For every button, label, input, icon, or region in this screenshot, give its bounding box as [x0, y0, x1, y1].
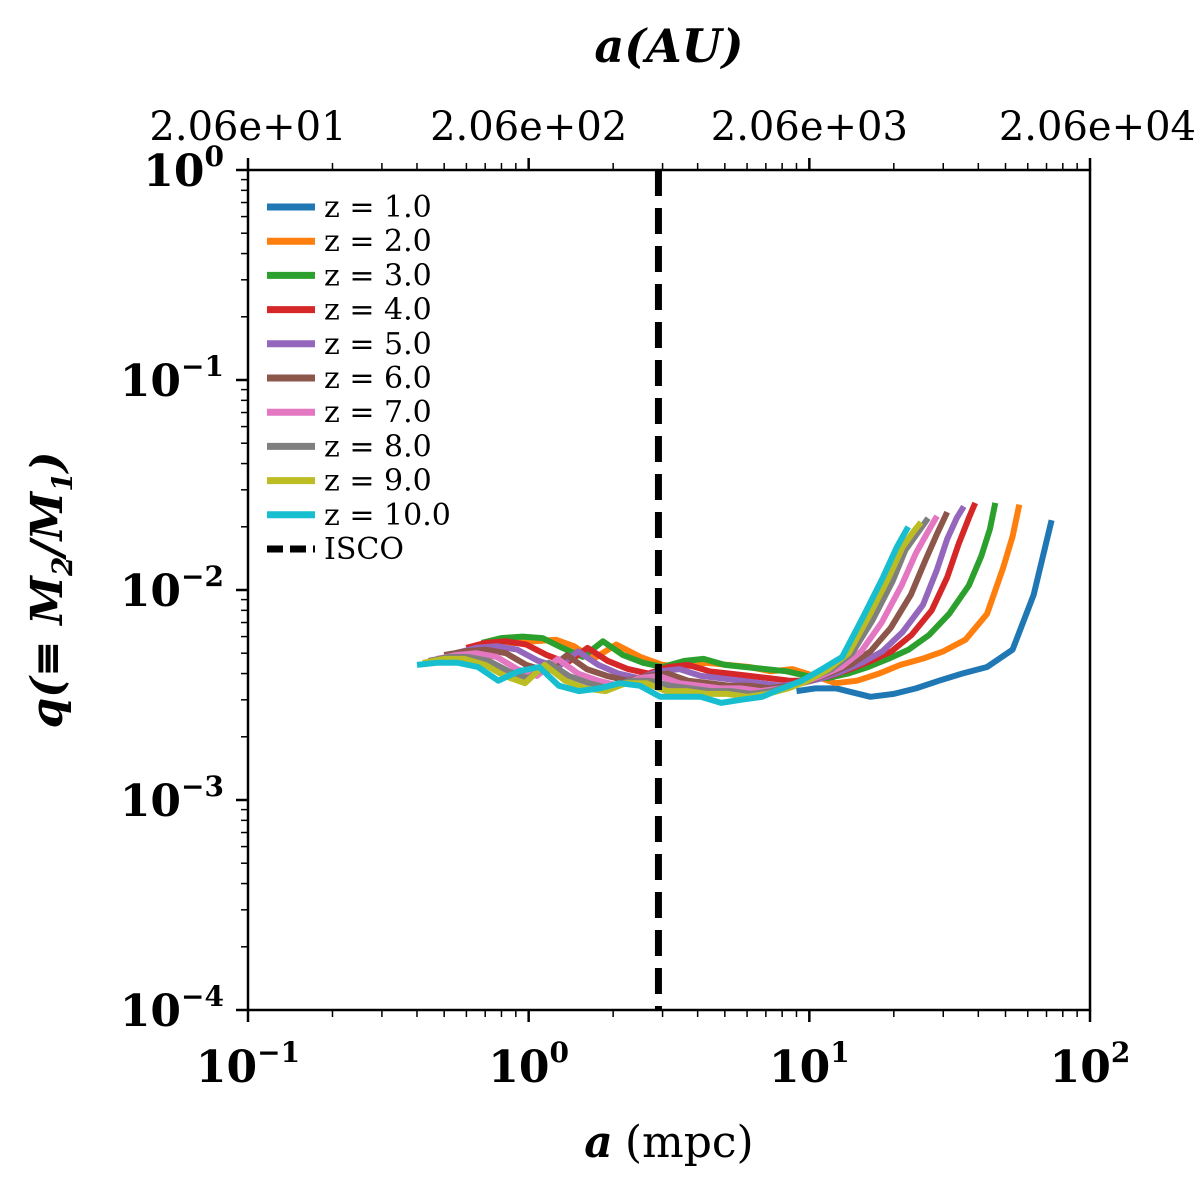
x-tick-exponent: 2 — [1111, 1036, 1130, 1069]
x-axis-var: a — [584, 1117, 613, 1168]
top-axis-var: a(AU) — [594, 19, 743, 73]
y-tick-label: 10−3 — [120, 770, 224, 827]
x-tick-base: 10 — [1050, 1042, 1111, 1093]
y-tick-exponent: −4 — [181, 980, 224, 1013]
legend-label: z = 10.0 — [324, 498, 451, 533]
series-line — [416, 525, 911, 706]
y-tick-base: 10 — [143, 146, 204, 197]
legend-label: ISCO — [324, 532, 404, 567]
y-axis-slash: / — [22, 537, 73, 561]
legend-label: z = 9.0 — [324, 464, 432, 499]
x-tick-base: 10 — [196, 1042, 257, 1093]
series-layer — [416, 501, 1055, 706]
legend-label: z = 7.0 — [324, 395, 432, 430]
x-tick-label: 101 — [769, 1036, 850, 1093]
legend-label: z = 1.0 — [324, 190, 432, 225]
legend-label: z = 4.0 — [324, 293, 432, 328]
y-tick-base: 10 — [120, 986, 181, 1037]
y-tick-base: 10 — [120, 356, 181, 407]
y-tick-base: 10 — [120, 776, 181, 827]
y-axis-m1-sub: 1 — [46, 472, 79, 491]
x-tick-exponent: −1 — [257, 1036, 300, 1069]
x-tick-label: 100 — [488, 1036, 569, 1093]
y-tick-exponent: −3 — [181, 770, 224, 803]
y-axis-title: q(≡ M2/M1) — [22, 451, 79, 728]
y-tick-label: 100 — [143, 140, 224, 197]
tick-labels: 10−1 100 101 10210−410−310−210−11002.06e+01… — [120, 104, 1196, 1093]
x-tick-exponent: 1 — [830, 1036, 849, 1069]
x-tick-label: 102 — [1050, 1036, 1131, 1093]
y-tick-label: 10−4 — [120, 980, 224, 1037]
y-tick-base: 10 — [120, 566, 181, 617]
x-tick-base: 10 — [769, 1042, 830, 1093]
x-axis-title: a (mpc) — [584, 1117, 753, 1168]
series-line — [796, 519, 1055, 700]
y-tick-exponent: 0 — [205, 140, 224, 173]
y-tick-label: 10−1 — [120, 350, 224, 407]
y-axis-m2: M — [22, 575, 73, 627]
legend-label: z = 3.0 — [324, 258, 432, 293]
legend-label: z = 5.0 — [324, 327, 432, 362]
y-axis-prefix: q(≡ — [22, 625, 73, 729]
top-axis-title: a(AU) — [594, 19, 743, 73]
y-tick-label: 10−2 — [120, 560, 224, 617]
x-axis-unit: (mpc) — [625, 1117, 754, 1168]
y-axis-m2-sub: 2 — [46, 557, 79, 577]
top-tick-label: 2.06e+01 — [149, 104, 346, 150]
ticks — [236, 158, 1092, 1022]
legend-label: z = 8.0 — [324, 429, 432, 464]
x-tick-label: 10−1 — [196, 1036, 300, 1093]
series-line — [422, 520, 924, 700]
top-tick-label: 2.06e+04 — [999, 104, 1196, 150]
x-tick-exponent: 0 — [550, 1036, 569, 1069]
legend-label: z = 2.0 — [324, 224, 432, 259]
top-tick-label: 2.06e+02 — [430, 104, 627, 150]
y-axis-suffix: ) — [22, 451, 73, 474]
legend: z = 1.0z = 2.0z = 3.0z = 4.0z = 5.0z = 6… — [267, 190, 451, 567]
y-axis-m1: M — [22, 490, 73, 542]
x-tick-base: 10 — [488, 1042, 549, 1093]
y-tick-exponent: −1 — [181, 350, 224, 383]
top-tick-label: 2.06e+03 — [711, 104, 908, 150]
legend-label: z = 6.0 — [324, 361, 432, 396]
y-tick-exponent: −2 — [181, 560, 224, 593]
